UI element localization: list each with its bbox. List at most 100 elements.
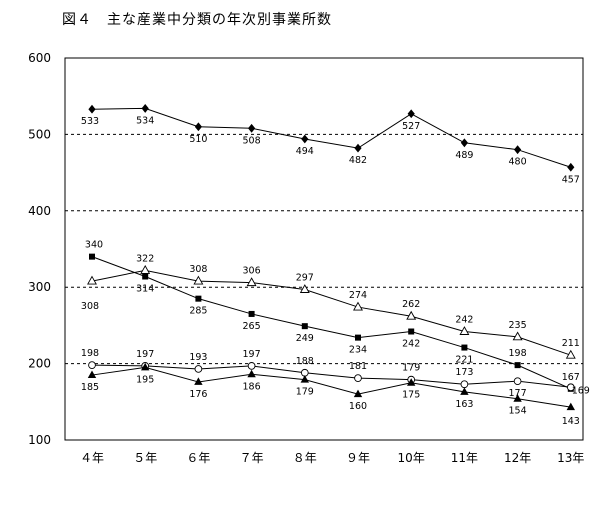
data-label: 265 [243,321,261,332]
y-tick-label: 400 [28,204,51,218]
y-tick-label: 500 [28,127,51,141]
data-label: 173 [455,367,473,378]
data-point [89,253,95,260]
data-point [460,138,468,148]
data-point [567,162,575,172]
data-point [407,109,415,119]
data-point [88,104,96,114]
data-label: 314 [136,284,154,295]
data-label: 221 [455,355,473,366]
data-label: 242 [402,339,420,350]
x-tick-label: ７年 [240,451,264,465]
data-point [354,143,362,153]
data-label: 234 [349,345,367,356]
data-label: 177 [509,388,527,399]
data-point [513,377,522,386]
data-point [460,387,469,395]
data-point [246,277,257,287]
data-point [301,323,308,330]
data-point [194,365,203,373]
x-tick-label: 10年 [398,451,425,465]
data-label: 186 [243,381,261,392]
data-point [407,378,416,386]
data-point [87,370,97,379]
data-label: 285 [189,306,207,317]
data-point [354,374,362,382]
series-line [91,364,571,388]
data-label: 510 [189,134,207,145]
series-line [91,269,571,356]
x-tick-label: 12年 [504,451,531,465]
data-point [353,389,363,398]
data-label: 197 [243,349,261,360]
data-point [88,361,96,369]
data-point [248,310,255,317]
x-tick-label: ４年 [80,451,104,465]
data-point [513,394,522,402]
data-label: 494 [296,146,314,157]
data-label: 198 [81,348,99,359]
data-label: 306 [243,266,261,277]
data-label: 308 [81,301,99,312]
series-group [87,104,576,411]
data-label: 489 [455,150,473,161]
data-label: 274 [349,290,367,301]
data-label: 480 [509,157,527,168]
data-label: 163 [455,399,473,410]
data-point [248,123,256,133]
data-label: 242 [455,315,473,326]
y-tick-label: 100 [28,433,51,447]
data-label: 185 [81,382,99,393]
data-label: 308 [189,264,207,275]
y-axis: 100 200 300 400 500 600 [28,51,51,447]
data-point [459,326,470,335]
data-point [301,134,309,144]
data-label: 181 [349,361,367,372]
data-point [193,275,204,285]
data-label: 160 [349,401,367,412]
series-line [91,256,572,390]
data-label: 154 [509,406,527,417]
data-label: 179 [402,363,420,374]
data-label: 175 [402,390,420,401]
data-point [195,295,202,302]
data-point [300,375,309,383]
data-point [566,383,575,392]
x-tick-label: ５年 [133,451,157,465]
data-label: 508 [243,135,261,146]
series-line [91,366,571,408]
data-point [194,377,203,385]
data-point [142,273,149,280]
data-label: 262 [402,299,420,310]
data-point [194,122,202,132]
series-line [91,107,571,168]
data-label: 482 [349,155,367,166]
y-tick-label: 600 [28,51,51,65]
plot-area [64,57,584,441]
gridlines [65,133,583,365]
data-label: 193 [189,352,207,363]
data-point [408,328,415,335]
data-label: 143 [562,416,580,427]
data-label: 167 [562,372,580,383]
data-point [512,331,523,341]
data-point [353,301,363,311]
x-axis: ４年 ５年 ６年 ７年 ８年 ９年 10年 11年 12年 13年 [80,451,584,465]
data-point [514,145,522,155]
x-tick-label: ８年 [293,451,317,465]
data-label: 249 [296,333,314,344]
x-tick-label: ６年 [186,451,210,465]
data-point [406,310,417,320]
data-label: 176 [189,389,207,400]
x-tick-label: ９年 [346,451,370,465]
data-label: 235 [509,320,527,331]
x-tick-label: 11年 [451,451,478,465]
data-point [299,284,310,293]
data-label: 179 [296,387,314,398]
data-label: 322 [136,253,154,264]
data-label: 533 [81,116,99,127]
y-tick-label: 300 [28,280,51,294]
data-point [247,362,256,370]
data-point [140,264,151,274]
